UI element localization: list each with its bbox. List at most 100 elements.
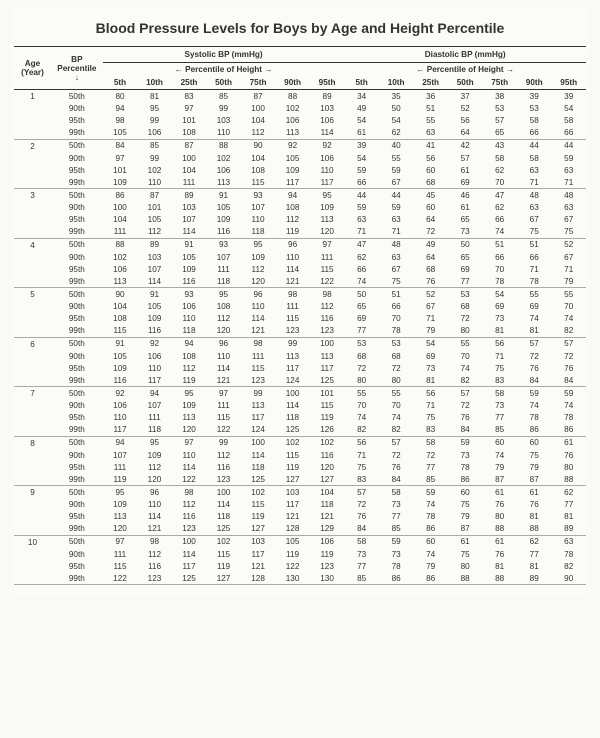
cell-diastolic: 73 [413, 362, 448, 374]
cell-systolic: 111 [310, 251, 345, 263]
cell-diastolic: 86 [448, 473, 483, 486]
cell-bp-pctile: 95th [51, 412, 103, 424]
cell-systolic: 106 [310, 152, 345, 164]
cell-systolic: 93 [206, 238, 241, 251]
cell-diastolic: 86 [413, 572, 448, 585]
cell-diastolic: 80 [379, 374, 414, 387]
cell-diastolic: 48 [517, 189, 552, 202]
cell-diastolic: 75 [517, 449, 552, 461]
cell-systolic: 85 [137, 139, 172, 152]
cell-diastolic: 63 [413, 127, 448, 140]
cell-systolic: 117 [241, 412, 276, 424]
cell-systolic: 107 [103, 449, 138, 461]
cell-systolic: 113 [275, 127, 310, 140]
cell-systolic: 96 [275, 238, 310, 251]
cell-age [14, 350, 51, 362]
cell-diastolic: 63 [344, 214, 379, 226]
cell-systolic: 119 [310, 412, 345, 424]
cell-diastolic: 77 [482, 412, 517, 424]
cell-age [14, 362, 51, 374]
cell-bp-pctile: 50th [51, 337, 103, 350]
table-row: 99th12012112312512712812984858687888889 [14, 523, 586, 536]
cell-systolic: 124 [241, 424, 276, 437]
cell-systolic: 93 [241, 189, 276, 202]
cell-systolic: 115 [275, 449, 310, 461]
cell-age: 5 [14, 288, 51, 301]
cell-diastolic: 60 [448, 486, 483, 499]
cell-systolic: 103 [172, 202, 207, 214]
cell-systolic: 92 [310, 139, 345, 152]
cell-diastolic: 79 [551, 275, 586, 288]
cell-systolic: 112 [137, 548, 172, 560]
cell-systolic: 115 [241, 362, 276, 374]
cell-diastolic: 63 [517, 202, 552, 214]
cell-diastolic: 79 [517, 461, 552, 473]
cell-diastolic: 73 [448, 449, 483, 461]
cell-diastolic: 88 [482, 572, 517, 585]
col-height-pctile: 75th [482, 76, 517, 90]
table-row: 99th10911011111311511711766676869707171 [14, 176, 586, 189]
cell-diastolic: 85 [413, 473, 448, 486]
cell-systolic: 98 [103, 115, 138, 127]
cell-systolic: 104 [103, 301, 138, 313]
table-row: 90th10911011211411511711872737475767677 [14, 499, 586, 511]
cell-diastolic: 53 [517, 103, 552, 115]
cell-diastolic: 82 [551, 325, 586, 338]
cell-systolic: 99 [275, 337, 310, 350]
cell-diastolic: 73 [344, 548, 379, 560]
cell-age [14, 127, 51, 140]
table-row: 150th8081838587888934353637383939 [14, 90, 586, 103]
cell-diastolic: 65 [448, 251, 483, 263]
cell-diastolic: 77 [344, 560, 379, 572]
cell-diastolic: 38 [482, 90, 517, 103]
cell-systolic: 102 [206, 535, 241, 548]
cell-systolic: 94 [103, 103, 138, 115]
cell-diastolic: 58 [551, 115, 586, 127]
cell-bp-pctile: 50th [51, 436, 103, 449]
cell-diastolic: 44 [379, 189, 414, 202]
cell-systolic: 92 [137, 337, 172, 350]
cell-diastolic: 68 [379, 350, 414, 362]
cell-diastolic: 61 [448, 535, 483, 548]
cell-systolic: 112 [275, 214, 310, 226]
cell-systolic: 114 [275, 263, 310, 275]
cell-diastolic: 81 [517, 511, 552, 523]
cell-systolic: 94 [103, 436, 138, 449]
cell-diastolic: 86 [517, 424, 552, 437]
cell-diastolic: 71 [344, 449, 379, 461]
cell-diastolic: 76 [517, 499, 552, 511]
cell-systolic: 98 [137, 535, 172, 548]
cell-bp-pctile: 90th [51, 499, 103, 511]
cell-systolic: 88 [275, 90, 310, 103]
cell-diastolic: 87 [517, 473, 552, 486]
cell-diastolic: 66 [517, 127, 552, 140]
cell-diastolic: 69 [448, 176, 483, 189]
cell-systolic: 83 [172, 90, 207, 103]
cell-diastolic: 76 [379, 461, 414, 473]
cell-systolic: 112 [137, 226, 172, 239]
cell-diastolic: 59 [379, 164, 414, 176]
cell-systolic: 99 [241, 387, 276, 400]
cell-diastolic: 72 [551, 350, 586, 362]
bp-table: Age (Year) BP Percentile↓ Systolic BP (m… [14, 46, 586, 585]
cell-diastolic: 66 [551, 127, 586, 140]
cell-systolic: 87 [241, 90, 276, 103]
cell-diastolic: 73 [379, 499, 414, 511]
cell-systolic: 119 [172, 374, 207, 387]
cell-systolic: 123 [206, 473, 241, 486]
cell-diastolic: 40 [379, 139, 414, 152]
cell-diastolic: 75 [448, 499, 483, 511]
cell-systolic: 106 [172, 301, 207, 313]
cell-diastolic: 59 [551, 152, 586, 164]
cell-systolic: 121 [241, 325, 276, 338]
cell-systolic: 91 [172, 238, 207, 251]
cell-systolic: 129 [310, 523, 345, 536]
cell-diastolic: 71 [551, 263, 586, 275]
col-height-pctile: 10th [137, 76, 172, 90]
cell-systolic: 115 [241, 176, 276, 189]
cell-age: 9 [14, 486, 51, 499]
cell-systolic: 117 [241, 548, 276, 560]
cell-systolic: 91 [103, 337, 138, 350]
cell-systolic: 102 [275, 436, 310, 449]
cell-systolic: 116 [206, 226, 241, 239]
